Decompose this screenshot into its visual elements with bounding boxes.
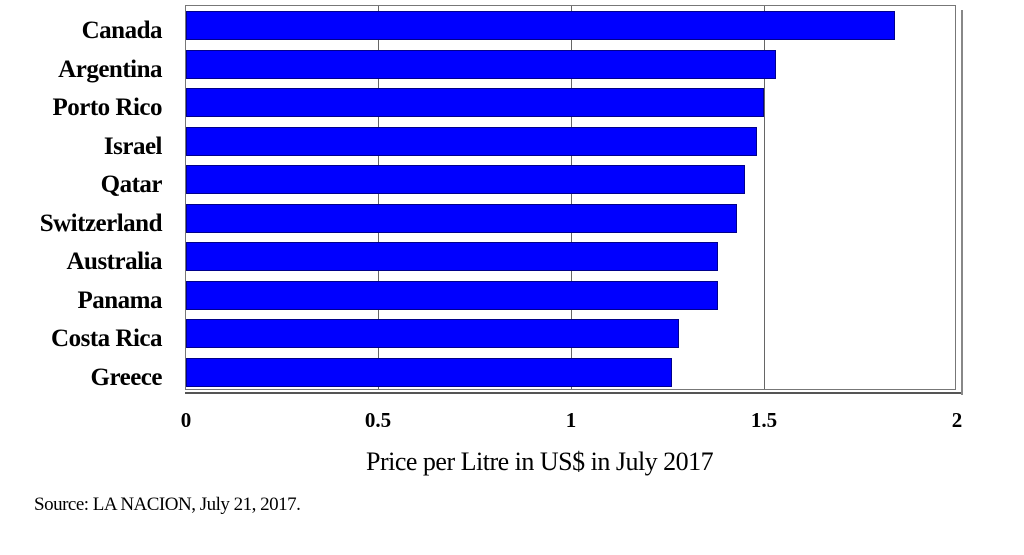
x-tick-label: 0 [180, 408, 192, 432]
bar [186, 49, 776, 79]
bar [186, 88, 765, 117]
x-axis-line [185, 392, 961, 394]
bar [186, 11, 896, 40]
bar [186, 203, 738, 233]
bar [186, 280, 718, 310]
x-axis-title: Price per Litre in US$ in July 2017 [366, 447, 714, 476]
frame-shadow [961, 10, 963, 395]
x-tick-label: 1.5 [750, 408, 778, 432]
category-label: Australia [66, 248, 163, 275]
category-label: Qatar [100, 171, 163, 198]
bar [186, 126, 757, 156]
x-tick-label: 0.5 [364, 408, 392, 432]
category-label: Porto Rico [52, 94, 162, 121]
category-label: Greece [90, 363, 163, 391]
category-label: Argentina [58, 55, 162, 83]
category-label: Canada [81, 17, 163, 44]
bar [186, 242, 718, 271]
x-tick-label: 1 [565, 408, 577, 432]
bar [186, 165, 745, 194]
category-label: Israel [103, 132, 163, 160]
x-tick-label: 2 [951, 408, 963, 432]
bar [186, 357, 672, 387]
plot-area [185, 5, 956, 390]
gridline [378, 6, 379, 389]
gridline [764, 6, 765, 389]
gridline [571, 6, 572, 389]
category-label: Costa Rica [51, 325, 162, 352]
category-label: Switzerland [39, 209, 163, 237]
category-label: Panama [77, 286, 163, 314]
bar [186, 319, 680, 348]
source-note: Source: LA NACION, July 21, 2017. [34, 494, 301, 515]
